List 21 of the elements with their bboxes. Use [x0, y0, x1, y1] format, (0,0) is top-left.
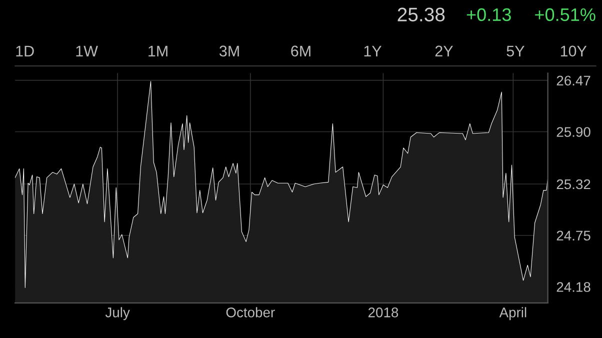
y-tick-label: 25.90	[556, 127, 590, 137]
x-tick-label: October	[226, 307, 275, 318]
text: 1D	[16, 46, 34, 56]
y-tick-label: 24.18	[556, 282, 590, 292]
text: 6M	[291, 46, 310, 56]
y-tick-label: 24.75	[556, 230, 590, 241]
x-tick-label: July	[105, 307, 130, 320]
y-tick-label: 25.32	[556, 179, 590, 190]
text: 5Y	[506, 46, 524, 56]
x-tick-label: 2018	[368, 308, 398, 318]
text: 1W	[76, 46, 98, 56]
text: 3M	[219, 46, 239, 56]
text: +0.51%	[535, 8, 596, 22]
text: 25.38	[398, 8, 445, 22]
text: 1Y	[364, 46, 382, 56]
text: 1M	[148, 46, 168, 56]
y-tick-label: 26.47	[556, 76, 590, 86]
text: +0.13	[466, 8, 511, 22]
x-tick-label: April	[499, 307, 526, 320]
text: 2Y	[435, 46, 453, 56]
text: 10Y	[560, 46, 587, 56]
